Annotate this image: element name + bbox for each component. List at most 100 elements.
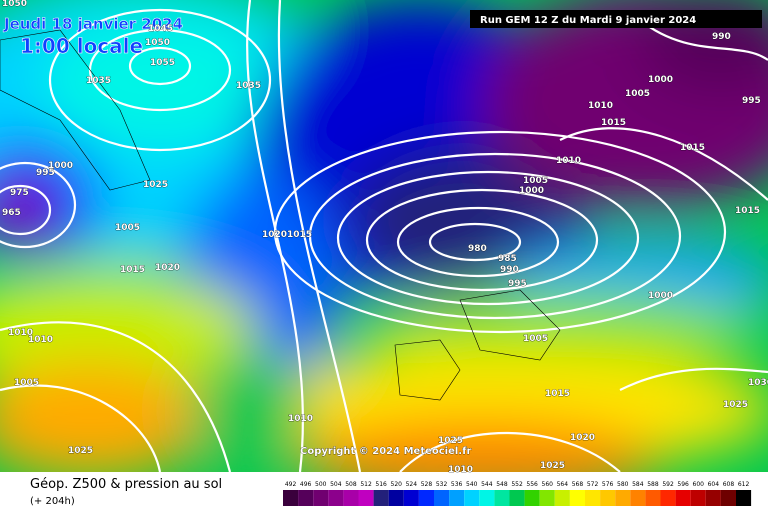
color-swatch xyxy=(720,490,736,506)
level-label: 492 xyxy=(285,481,297,488)
isobar-label: 1035 xyxy=(236,81,261,91)
level-label: 596 xyxy=(677,481,689,488)
level-label: 592 xyxy=(662,481,674,488)
isobar-label: 1025 xyxy=(723,400,748,410)
level-label: 568 xyxy=(572,481,584,488)
level-label: 560 xyxy=(542,481,554,488)
color-swatch xyxy=(630,490,646,506)
forecast-time: 1:00 locale xyxy=(20,34,143,58)
color-swatch xyxy=(494,490,510,506)
color-swatch xyxy=(539,490,555,506)
isobar-label: 1025 xyxy=(68,446,93,456)
isobar-label: 980 xyxy=(468,244,487,254)
level-label: 564 xyxy=(557,481,569,488)
isobar-label: 1000 xyxy=(519,186,544,196)
color-swatch xyxy=(736,490,752,506)
level-label: 524 xyxy=(406,481,418,488)
isobar-label: 1000 xyxy=(48,161,73,171)
color-swatch xyxy=(298,490,314,506)
level-label: 520 xyxy=(391,481,403,488)
isobar-label: 1010 xyxy=(8,328,33,338)
level-label: 508 xyxy=(345,481,357,488)
color-swatch xyxy=(509,490,525,506)
copyright: Copyright © 2024 Meteociel.fr xyxy=(300,446,471,457)
isobar-label: 1005 xyxy=(625,89,650,99)
color-swatch xyxy=(524,490,540,506)
isobar-label: 1055 xyxy=(150,58,175,68)
isobar-label: 1035 xyxy=(86,76,111,86)
isobar-label: 1025 xyxy=(143,180,168,190)
isobar-label: 1050 xyxy=(145,38,170,48)
level-label: 516 xyxy=(375,481,387,488)
isobar-label: 1015 xyxy=(601,118,626,128)
coastline xyxy=(0,29,151,191)
color-swatch xyxy=(569,490,585,506)
isobar-label: 1010 xyxy=(28,335,53,345)
color-swatch xyxy=(313,490,329,506)
isobar-label: 1025 xyxy=(438,436,463,446)
isobar-label: 1010 xyxy=(556,156,581,166)
geopotential-field xyxy=(0,0,768,472)
level-label: 576 xyxy=(602,481,614,488)
color-swatch xyxy=(615,490,631,506)
level-label: 552 xyxy=(511,481,523,488)
color-swatch xyxy=(358,490,374,506)
color-swatch xyxy=(705,490,721,506)
level-label: 584 xyxy=(632,481,644,488)
level-label: 604 xyxy=(708,481,720,488)
level-label: 504 xyxy=(330,481,342,488)
level-label: 588 xyxy=(647,481,659,488)
footer-title: Géop. Z500 & pression au sol xyxy=(30,477,222,492)
color-swatch xyxy=(600,490,616,506)
color-swatch xyxy=(464,490,480,506)
color-swatch xyxy=(645,490,661,506)
isobar-label: 1015 xyxy=(287,230,312,240)
level-label: 548 xyxy=(496,481,508,488)
isobar-label: 1005 xyxy=(523,334,548,344)
coastline xyxy=(394,289,561,401)
isobars xyxy=(0,0,768,472)
level-label: 528 xyxy=(421,481,433,488)
run-info: Run GEM 12 Z du Mardi 9 janvier 2024 xyxy=(480,15,696,26)
isobar-label: 1015 xyxy=(120,265,145,275)
isobar-label: 1045 xyxy=(148,24,173,34)
isobar-label: 1020 xyxy=(262,230,287,240)
isobar-label: 1050 xyxy=(2,0,27,9)
isobar-label: 1000 xyxy=(648,291,673,301)
isobar-label: 1015 xyxy=(680,143,705,153)
color-swatch xyxy=(283,490,299,506)
isobar-label: 995 xyxy=(508,279,527,289)
color-swatch xyxy=(554,490,570,506)
isobar-label: 1020 xyxy=(570,433,595,443)
isobar-label: 990 xyxy=(712,32,731,42)
footer-lead: (+ 204h) xyxy=(30,496,75,507)
level-label: 512 xyxy=(360,481,372,488)
color-swatch xyxy=(690,490,706,506)
color-swatch xyxy=(328,490,344,506)
run-box xyxy=(470,10,762,28)
color-swatch xyxy=(418,490,434,506)
color-swatch xyxy=(660,490,676,506)
isobar-label: 1015 xyxy=(735,206,760,216)
isobar-label: 1030 xyxy=(748,378,768,388)
isobar-label: 1000 xyxy=(648,75,673,85)
level-label: 544 xyxy=(481,481,493,488)
isobar-label: 995 xyxy=(742,96,761,106)
color-swatch xyxy=(343,490,359,506)
isobar-label: 985 xyxy=(498,254,517,264)
isobar-label: 990 xyxy=(500,265,519,275)
isobar-label: 1020 xyxy=(155,263,180,273)
level-label: 556 xyxy=(526,481,538,488)
isobar-label: 1010 xyxy=(448,465,473,475)
isobar-label: 975 xyxy=(10,188,29,198)
level-label: 500 xyxy=(315,481,327,488)
isobar-label: 995 xyxy=(36,168,55,178)
level-label: 608 xyxy=(723,481,735,488)
level-label: 496 xyxy=(300,481,312,488)
level-label: 580 xyxy=(617,481,629,488)
isobar-label: 1010 xyxy=(288,414,313,424)
color-swatch xyxy=(373,490,389,506)
isobar-label: 1010 xyxy=(588,101,613,111)
forecast-date: Jeudi 18 janvier 2024 xyxy=(3,15,183,33)
